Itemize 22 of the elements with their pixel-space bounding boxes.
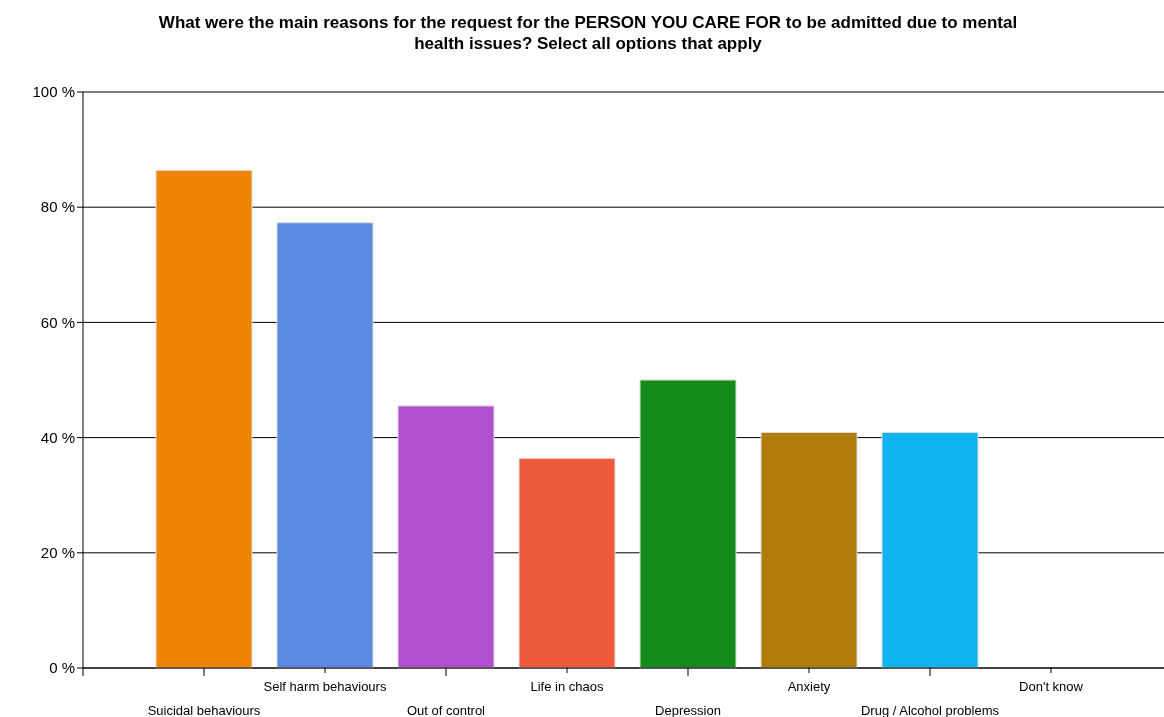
- x-tick-label: Depression: [655, 703, 721, 717]
- x-tick-label: Suicidal behaviours: [147, 703, 261, 717]
- x-tick-label: Anxiety: [787, 679, 831, 694]
- bar: [518, 457, 616, 669]
- x-tick-label: Drug / Alcohol problems: [860, 703, 1000, 717]
- y-tick-label: 60 %: [40, 313, 75, 331]
- bar: [881, 431, 979, 669]
- bar: [155, 169, 253, 669]
- bar: [397, 405, 495, 669]
- bar: [760, 431, 858, 669]
- x-tick-label: Don't know: [1019, 679, 1084, 694]
- y-tick-label: 20 %: [40, 544, 75, 562]
- y-tick-label: 0 %: [49, 659, 75, 677]
- x-tick-label: Life in chaos: [530, 679, 604, 694]
- chart-title: What were the main reasons for the request for the PERSON YOU CARE FOR to be admitted due to mental health issues? Select all options that apply: [158, 13, 1018, 53]
- bar: [639, 379, 737, 669]
- x-tick-label: Self harm behaviours: [263, 679, 387, 694]
- y-tick-label: 80 %: [40, 198, 75, 216]
- y-tick-label: 100 %: [32, 83, 75, 101]
- y-tick-label: 40 %: [40, 428, 75, 446]
- bar: [276, 222, 374, 669]
- x-tick-label: Out of control: [406, 703, 486, 717]
